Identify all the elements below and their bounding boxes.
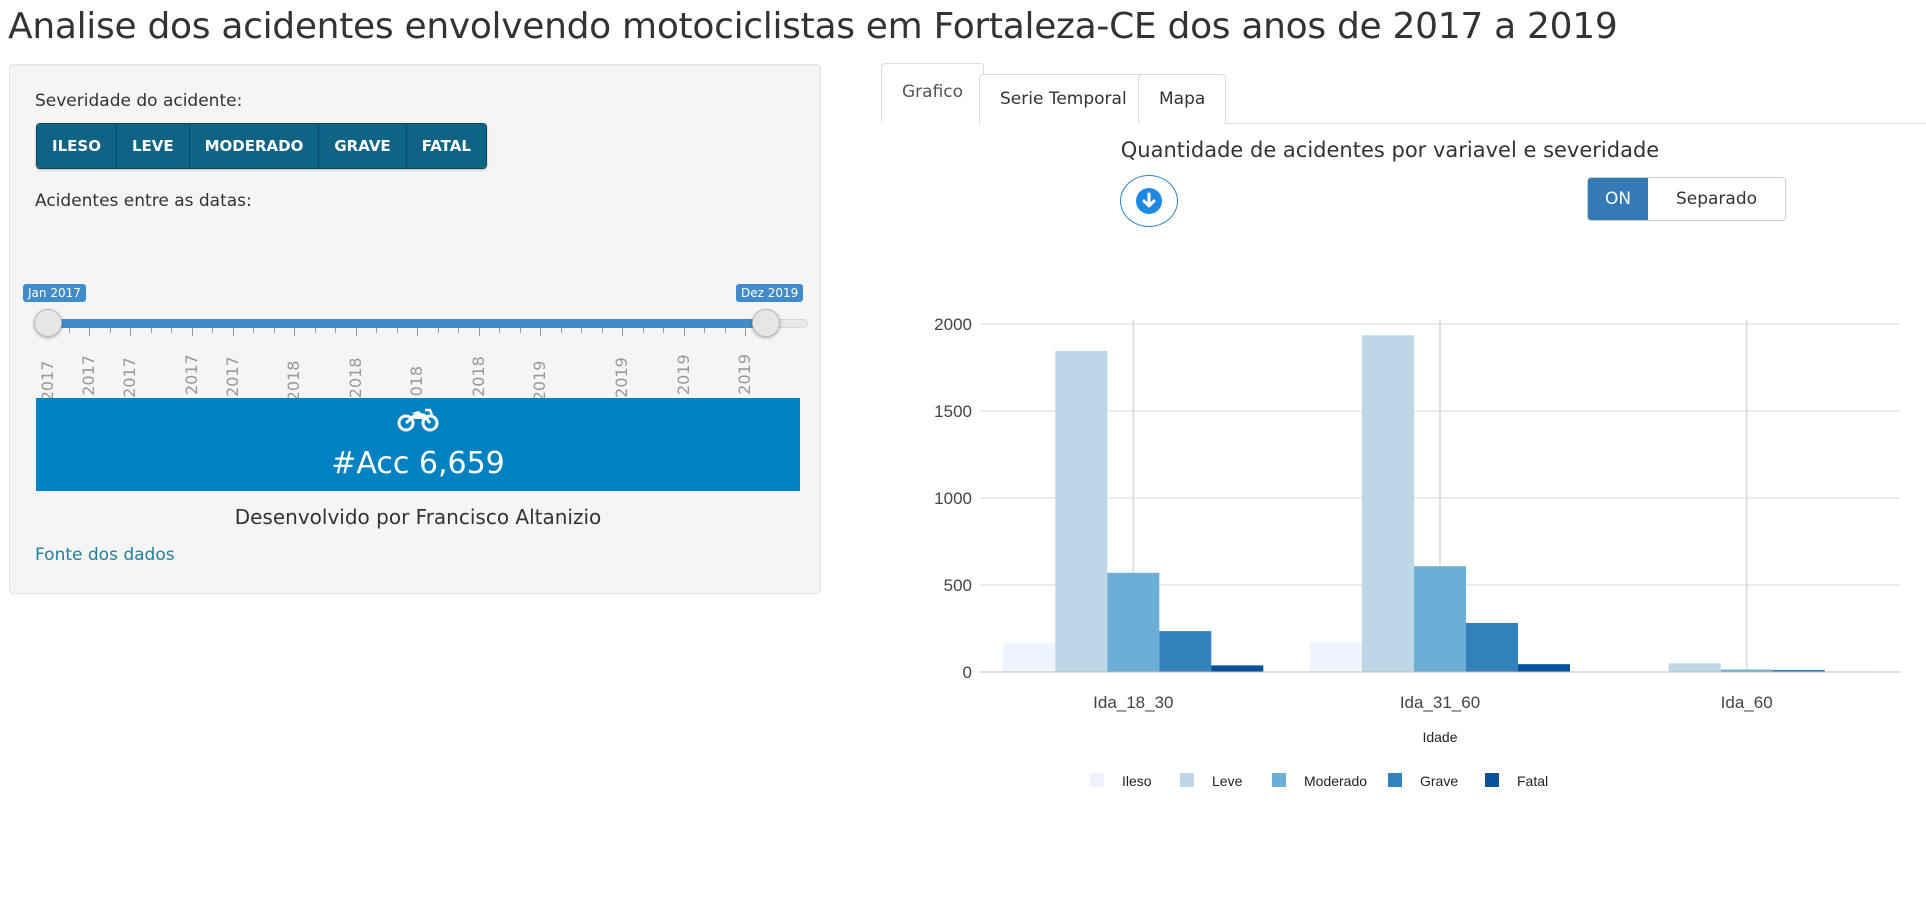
- slider-tick: [109, 328, 111, 333]
- severity-button-moderado[interactable]: MODERADO: [189, 124, 320, 168]
- bar-fatal-ida_18_30: [1211, 665, 1264, 672]
- bar-moderado-ida_18_30: [1107, 572, 1160, 672]
- bar-ileso-ida_18_30: [1003, 643, 1056, 672]
- motorcycle-icon: [397, 408, 439, 432]
- slider-tick: [622, 328, 624, 336]
- view-toggle[interactable]: ON Separado: [1587, 177, 1786, 221]
- legend-label-grave: Grave: [1420, 773, 1458, 789]
- legend-label-fatal: Fatal: [1517, 773, 1548, 789]
- slider-tick: [581, 328, 583, 333]
- legend-label-moderado: Moderado: [1304, 773, 1367, 789]
- slider-tick: [150, 328, 152, 333]
- legend-swatch-leve: [1180, 773, 1194, 787]
- legend-swatch-ileso: [1090, 773, 1104, 787]
- developer-credit: Desenvolvido por Francisco Altanizio: [234, 505, 602, 529]
- slider-tick: [253, 328, 255, 333]
- accident-count-value: #Acc 6,659: [331, 446, 505, 481]
- slider-tick: [683, 328, 685, 336]
- tab-grafico[interactable]: Grafico: [881, 63, 985, 124]
- slider-tick: [704, 328, 706, 333]
- slider-tick: [724, 328, 726, 333]
- slider-from-handle[interactable]: [34, 309, 62, 337]
- slider-from-label: Jan 2017: [23, 284, 86, 302]
- slider-tick: [478, 328, 480, 336]
- date-range-label: Acidentes entre as datas:: [35, 191, 252, 211]
- severity-button-group: ILESO LEVE MODERADO GRAVE FATAL: [36, 123, 487, 169]
- y-tick-label: 500: [944, 576, 972, 595]
- accident-count-box: #Acc 6,659: [36, 398, 800, 491]
- bar-moderado-ida_31_60: [1414, 566, 1466, 672]
- legend-label-leve: Leve: [1212, 773, 1243, 789]
- slider-tick: [437, 328, 439, 333]
- slider-tick: [314, 328, 316, 333]
- x-axis-title: Idade: [1422, 729, 1457, 745]
- bar-leve-ida_31_60: [1362, 335, 1414, 672]
- bar-grave-ida_31_60: [1466, 622, 1518, 672]
- slider-tick: [663, 328, 665, 333]
- y-tick-label: 1000: [934, 489, 972, 508]
- slider-tick: [89, 328, 91, 336]
- tab-serie-temporal[interactable]: Serie Temporal: [979, 74, 1148, 124]
- slider-tick: [417, 328, 419, 336]
- x-tick-label: Ida_18_30: [1093, 693, 1173, 712]
- slider-to-handle[interactable]: [752, 309, 780, 337]
- slider-tick: [232, 328, 234, 336]
- y-tick-label: 1500: [934, 402, 972, 421]
- slider-tick: [355, 328, 357, 336]
- toggle-on-option[interactable]: ON: [1588, 178, 1648, 220]
- slider-tick: [273, 328, 275, 333]
- legend-swatch-moderado: [1272, 773, 1286, 787]
- bar-ileso-ida_31_60: [1310, 642, 1362, 672]
- slider-tick: [745, 328, 747, 336]
- slider-tick: [335, 328, 337, 333]
- bar-chart: 0 500 1000 1500 2000 Ida_18_30 Ida_31_60 Ida_60…: [934, 315, 1900, 789]
- data-source-link[interactable]: Fonte dos dados: [35, 545, 175, 565]
- toggle-separado-option[interactable]: Separado: [1648, 178, 1785, 220]
- slider-tick: [519, 328, 521, 333]
- tab-mapa[interactable]: Mapa: [1138, 74, 1227, 124]
- tab-bar: Grafico Serie Temporal Mapa: [881, 62, 1926, 124]
- legend-swatch-grave: [1388, 773, 1402, 787]
- bar-fatal-ida_31_60: [1518, 664, 1570, 672]
- sidebar-panel: Severidade do acidente: ILESO LEVE MODER…: [9, 64, 821, 594]
- slider-to-label: Dez 2019: [736, 284, 804, 302]
- slider-tick: [396, 328, 398, 333]
- slider-tick: [540, 328, 542, 336]
- y-tick-label: 2000: [934, 315, 972, 334]
- slider-tick: [212, 328, 214, 333]
- severity-label: Severidade do acidente:: [35, 91, 243, 111]
- slider-tick: [171, 328, 173, 333]
- page-title: Analise dos acidentes envolvendo motocic…: [8, 6, 1618, 47]
- slider-tick: [560, 328, 562, 333]
- x-tick-label: Ida_31_60: [1400, 693, 1480, 712]
- slider-selected-range: [48, 319, 766, 328]
- bar-grave-ida_18_30: [1159, 631, 1212, 672]
- severity-button-ileso[interactable]: ILESO: [37, 124, 117, 168]
- slider-tick: [458, 328, 460, 333]
- legend-label-ileso: Ileso: [1122, 773, 1152, 789]
- slider-tick: [601, 328, 603, 333]
- download-icon: [1136, 188, 1162, 214]
- legend-swatch-fatal: [1485, 773, 1499, 787]
- severity-button-leve[interactable]: LEVE: [116, 124, 190, 168]
- slider-tick: [68, 328, 70, 333]
- slider-tick: [499, 328, 501, 333]
- slider-tick: [294, 328, 296, 336]
- bar-leve-ida_60: [1668, 663, 1721, 672]
- slider-tick: [642, 328, 644, 333]
- bar-leve-ida_18_30: [1055, 350, 1108, 672]
- bar-moderado-ida_60: [1720, 669, 1773, 672]
- date-range-slider[interactable]: Jan 2017 Dez 2019 Jan 2017 Mar 2017 Mai 20…: [23, 225, 808, 431]
- slider-tick: [191, 328, 193, 336]
- y-tick-label: 0: [963, 663, 972, 682]
- chart-title: Quantidade de acidentes por variavel e s…: [1120, 138, 1660, 162]
- bar-grave-ida_60: [1772, 669, 1825, 672]
- download-button[interactable]: [1120, 175, 1178, 227]
- severity-button-grave[interactable]: GRAVE: [319, 124, 407, 168]
- x-tick-label: Ida_60: [1721, 693, 1773, 712]
- slider-tick: [130, 328, 132, 336]
- severity-button-fatal[interactable]: FATAL: [406, 124, 486, 168]
- slider-tick: [376, 328, 378, 333]
